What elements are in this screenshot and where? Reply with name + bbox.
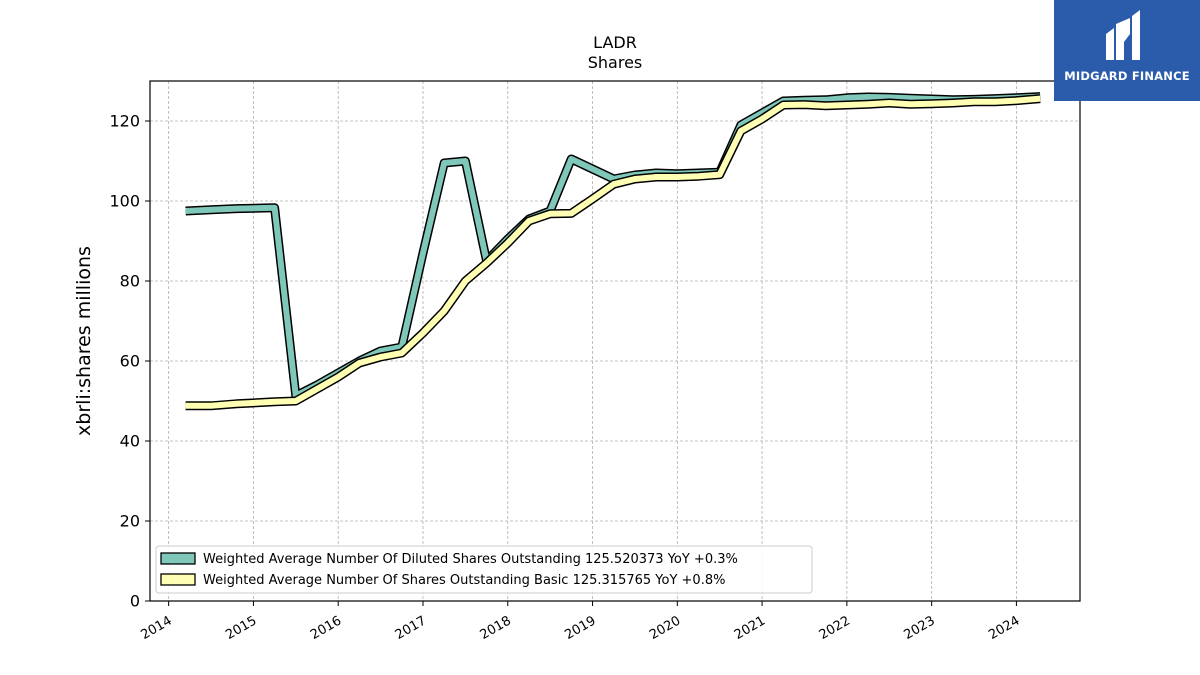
- x-tick-label: 2021: [732, 613, 768, 643]
- x-tick-label: 2022: [817, 613, 853, 643]
- x-tick-label: 2015: [223, 613, 259, 643]
- x-axis: 2014 2015 2016 2017 2018 2019 2020 2021 2022 2023…: [138, 601, 1022, 643]
- legend-swatch-diluted: [160, 552, 196, 565]
- grid-lines: [150, 81, 1080, 602]
- x-tick-label: 2024: [986, 613, 1022, 643]
- legend-label-basic: Weighted Average Number Of Shares Outsta…: [203, 573, 725, 588]
- y-tick-label: 40: [120, 432, 140, 451]
- x-tick-label: 2023: [901, 613, 937, 643]
- series-line-outline-basic: [185, 94, 1041, 411]
- midgard-logo-icon: [1106, 10, 1140, 60]
- legend-label-diluted: Weighted Average Number Of Diluted Share…: [203, 552, 738, 567]
- brand-name: MIDGARD FINANCE: [1064, 69, 1190, 83]
- series-layer: [185, 92, 1041, 411]
- legend-box: [155, 545, 813, 594]
- series-line-outline-diluted: [185, 92, 1041, 401]
- y-tick-label: 80: [120, 272, 140, 291]
- y-tick-label: 0: [130, 592, 140, 611]
- series-line-diluted: [185, 93, 1041, 399]
- legend-swatch-basic: [160, 573, 196, 586]
- chart-title: LADR: [593, 33, 637, 52]
- y-tick-label: 60: [120, 352, 140, 371]
- y-tick-label: 120: [109, 112, 140, 131]
- x-tick-label: 2014: [138, 613, 174, 643]
- y-axis: 0 20 40 60 80 100 120: [109, 112, 150, 611]
- y-tick-label: 100: [109, 192, 140, 211]
- legend: Weighted Average Number Of Diluted Share…: [155, 545, 813, 594]
- x-tick-label: 2016: [308, 613, 344, 643]
- x-tick-label: 2018: [478, 613, 514, 643]
- series-line-basic: [185, 95, 1041, 409]
- x-tick-label: 2017: [393, 613, 429, 643]
- plot-frame: [149, 80, 1081, 602]
- y-tick-label: 20: [120, 512, 140, 531]
- x-tick-label: 2020: [647, 613, 683, 643]
- chart-subtitle: Shares: [588, 53, 643, 72]
- x-tick-label: 2019: [562, 613, 598, 643]
- y-axis-label: xbrli:shares millions: [73, 246, 95, 436]
- brand-logo: MIDGARD FINANCE: [1054, 0, 1200, 101]
